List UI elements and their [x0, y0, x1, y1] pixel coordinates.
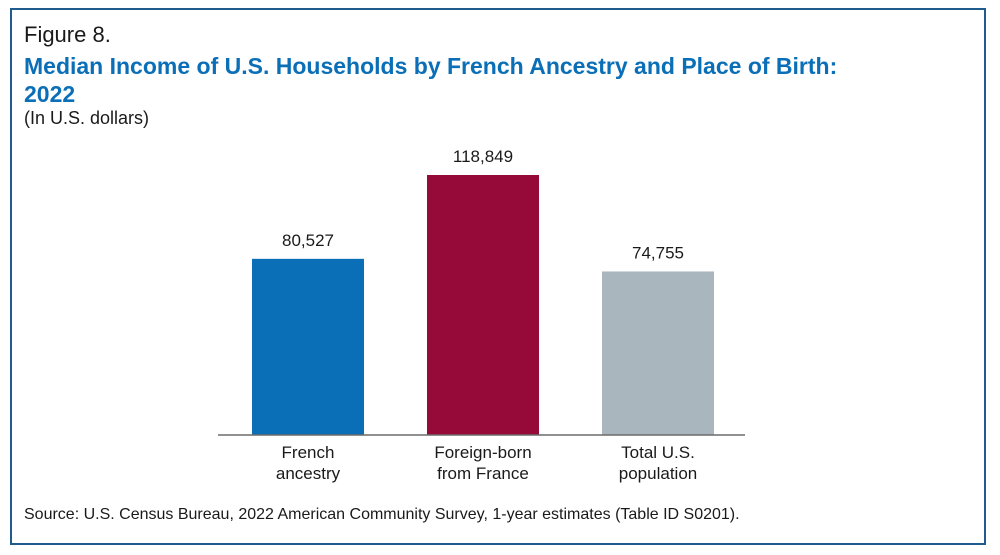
source-note: Source: U.S. Census Bureau, 2022 America…: [24, 506, 740, 523]
chart-title: Median Income of U.S. Households by Fren…: [24, 53, 838, 107]
category-label-3-line-1: Total U.S.: [621, 443, 695, 462]
category-label-1-line-2: ancestry: [276, 464, 341, 483]
category-label-1-line-1: French: [282, 443, 335, 462]
figure-label: Figure 8.: [24, 22, 111, 47]
data-label-3: 74,755: [632, 243, 684, 262]
category-label-2-line-1: Foreign-born: [434, 443, 531, 462]
data-label-1: 80,527: [282, 231, 334, 250]
chart-subtitle: (In U.S. dollars): [24, 108, 150, 128]
bar-3: [602, 271, 714, 435]
data-label-2: 118,849: [453, 147, 513, 166]
bar-1: [252, 258, 364, 435]
bar-2: [427, 175, 539, 435]
category-label-3-line-2: population: [619, 464, 697, 483]
category-label-2-line-2: from France: [437, 464, 529, 483]
